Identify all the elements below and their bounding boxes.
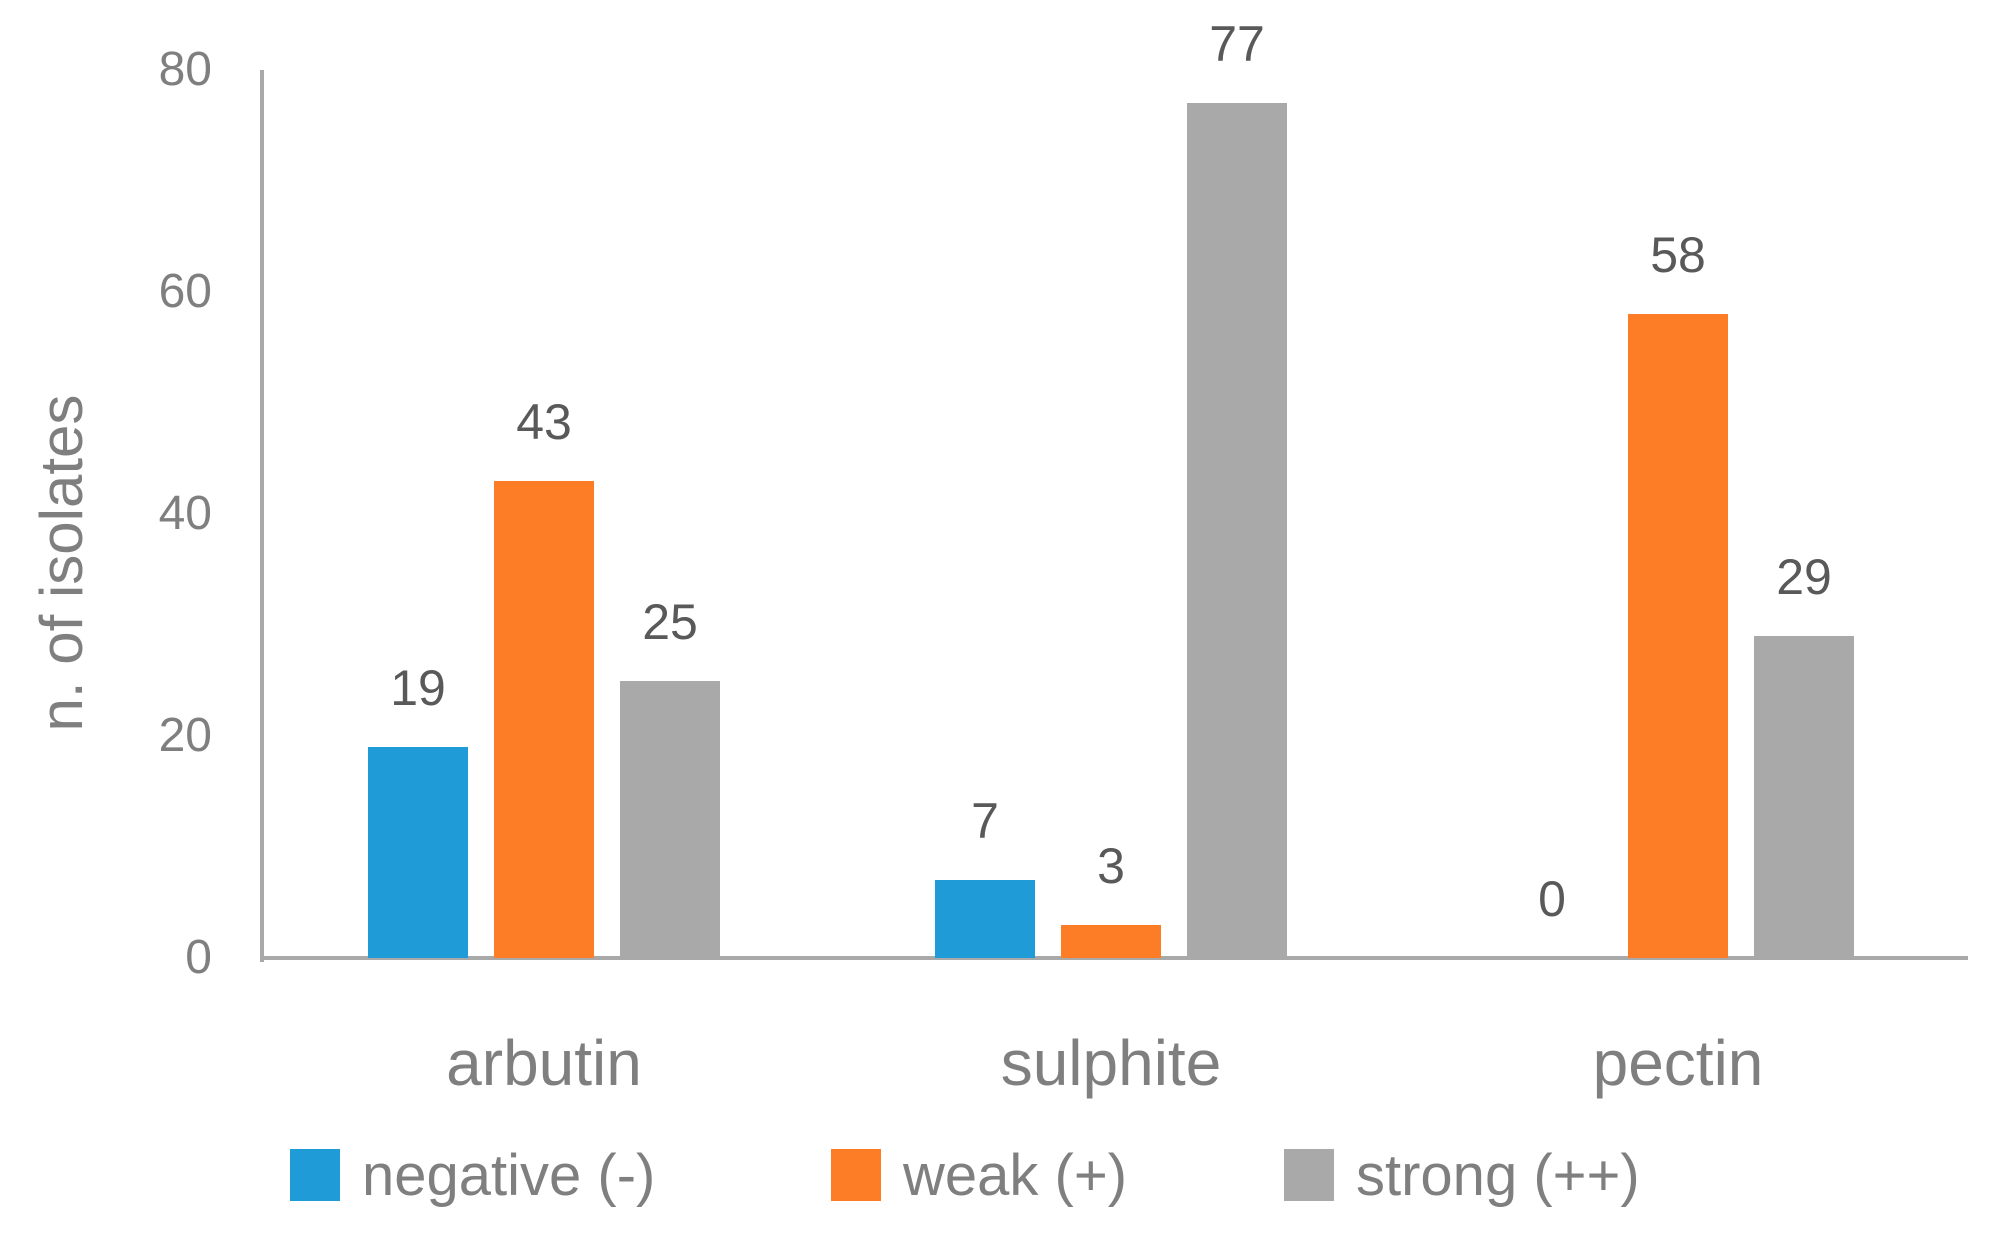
legend-label: negative (-) <box>362 1142 656 1208</box>
bar-arbutin-strong <box>620 680 720 958</box>
legend-item-weak: weak (+) <box>831 1142 1128 1208</box>
data-label-arbutin-weak: 43 <box>516 393 572 450</box>
legend-label: strong (++) <box>1356 1142 1640 1208</box>
category-label-sulphite: sulphite <box>1000 1027 1222 1099</box>
y-axis-line <box>260 70 264 962</box>
data-label-sulphite-strong: 77 <box>1209 16 1265 73</box>
data-label-pectin-strong: 29 <box>1776 549 1832 606</box>
legend-swatch-icon <box>290 1149 340 1201</box>
data-label-sulphite-weak: 3 <box>1097 837 1125 894</box>
y-tick-label-0: 0 <box>185 931 212 984</box>
y-tick-label-40: 40 <box>158 487 212 540</box>
legend-label: weak (+) <box>903 1142 1128 1208</box>
bar-arbutin-negative <box>368 747 468 958</box>
data-label-sulphite-negative: 7 <box>971 793 999 850</box>
y-axis-title: n. of isolates <box>28 394 95 732</box>
y-tick-label-80: 80 <box>158 43 212 96</box>
legend-swatch-icon <box>1284 1149 1334 1201</box>
bar-sulphite-negative <box>935 880 1035 958</box>
category-label-arbutin: arbutin <box>446 1027 642 1099</box>
data-label-arbutin-strong: 25 <box>642 593 698 650</box>
y-tick-label-60: 60 <box>158 265 212 318</box>
legend-item-strong: strong (++) <box>1284 1142 1640 1208</box>
legend-item-negative: negative (-) <box>290 1142 656 1208</box>
y-tick-label-20: 20 <box>158 709 212 762</box>
bar-sulphite-weak <box>1061 924 1161 958</box>
legend-swatch-icon <box>831 1149 881 1201</box>
bar-pectin-strong <box>1754 636 1854 958</box>
data-label-arbutin-negative: 19 <box>390 660 446 717</box>
bar-pectin-weak <box>1628 314 1728 958</box>
data-label-pectin-weak: 58 <box>1650 227 1706 284</box>
x-axis-line <box>260 956 1968 960</box>
bar-arbutin-weak <box>494 480 594 958</box>
data-label-pectin-negative: 0 <box>1538 871 1566 927</box>
category-label-pectin: pectin <box>1592 1027 1764 1099</box>
bar-sulphite-strong <box>1187 103 1287 958</box>
